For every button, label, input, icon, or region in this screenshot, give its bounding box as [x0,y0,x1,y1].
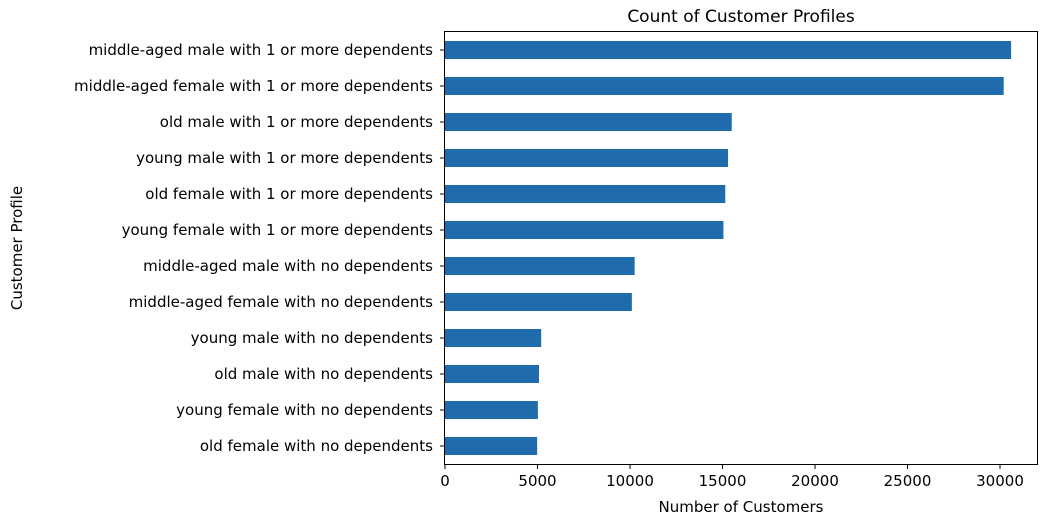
x-axis-label: Number of Customers [659,498,824,516]
y-tick-label: middle-aged male with no dependents [143,257,433,275]
bars-layer [445,41,1012,455]
x-tick-label: 25000 [884,472,932,490]
bar [445,437,538,455]
x-axis: 0 5000 10000 15000 20000 25000 30000 [440,464,1024,490]
chart-title: Count of Customer Profiles [627,7,855,27]
bar [445,41,1012,59]
x-tick-label: 10000 [606,472,654,490]
bar [445,293,632,311]
bar [445,149,729,167]
y-tick-label: old female with no dependents [200,437,433,455]
y-tick-label: young male with 1 or more dependents [136,149,433,167]
y-tick-label: old male with 1 or more dependents [160,113,433,131]
bar [445,401,538,419]
x-tick-label: 5000 [518,472,556,490]
x-tick-label: 30000 [976,472,1024,490]
y-tick-label: old male with no dependents [214,365,433,383]
bar [445,365,539,383]
x-tick-label: 20000 [791,472,839,490]
bar [445,113,732,131]
y-tick-label: young female with 1 or more dependents [122,221,434,239]
bar [445,221,724,239]
y-axis: middle-aged male with 1 or more dependen… [74,41,445,455]
y-tick-label: middle-aged female with no dependents [129,293,434,311]
x-tick-label: 15000 [699,472,747,490]
y-tick-label: old female with 1 or more dependents [145,185,433,203]
plot-frame [444,31,1038,465]
bar [445,77,1004,95]
y-tick-label: middle-aged male with 1 or more dependen… [89,41,434,59]
y-tick-label: young male with no dependents [191,329,434,347]
y-tick-label: middle-aged female with 1 or more depend… [74,77,433,95]
x-tick-label: 0 [440,472,450,490]
y-tick-label: young female with no dependents [176,401,433,419]
bar [445,257,635,275]
y-axis-label: Customer Profile [8,186,26,310]
bar [445,185,726,203]
bar [445,329,542,347]
